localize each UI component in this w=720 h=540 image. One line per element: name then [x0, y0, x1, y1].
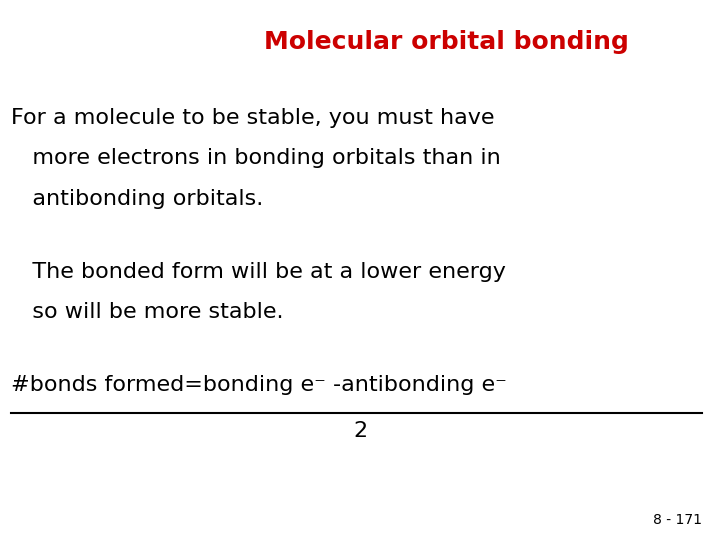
- Text: 8 - 171: 8 - 171: [653, 512, 702, 526]
- Text: #bonds formed=bonding e⁻ -antibonding e⁻: #bonds formed=bonding e⁻ -antibonding e⁻: [11, 375, 507, 395]
- Text: more electrons in bonding orbitals than in: more electrons in bonding orbitals than …: [11, 148, 500, 168]
- Text: Molecular orbital bonding: Molecular orbital bonding: [264, 30, 629, 53]
- Text: antibonding orbitals.: antibonding orbitals.: [11, 189, 263, 209]
- Text: The bonded form will be at a lower energy: The bonded form will be at a lower energ…: [11, 262, 505, 282]
- Text: 2: 2: [353, 421, 367, 441]
- Text: so will be more stable.: so will be more stable.: [11, 302, 283, 322]
- Text: For a molecule to be stable, you must have: For a molecule to be stable, you must ha…: [11, 108, 495, 128]
